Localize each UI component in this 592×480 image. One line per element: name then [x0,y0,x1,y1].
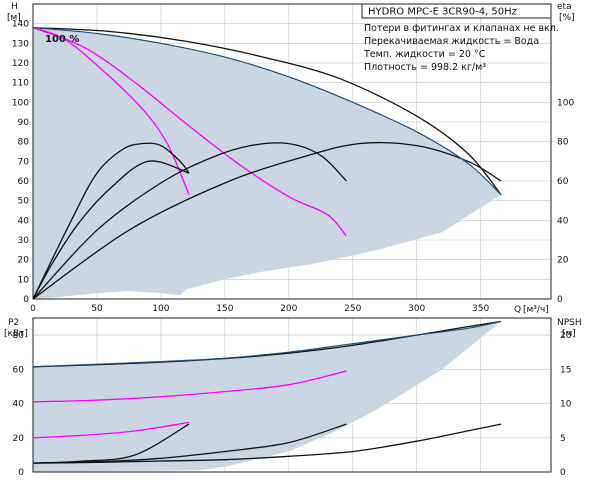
npsh-tick-label: 15 [560,365,571,375]
h-axis-label: H [11,2,18,12]
title-box [361,3,552,19]
note-line-3: Темп. жидкости = 20 °C [363,49,486,60]
h-tick-label: 80 [18,138,30,148]
top-magenta-curve [32,26,190,196]
p2-axis-label: P2 [8,318,19,328]
q-tick-label: 300 [408,304,425,314]
npsh-axis-unit: [м] [562,329,576,339]
q-tick-label: 100 [152,304,169,314]
h-tick-label: 30 [18,236,30,246]
h-tick-label: 20 [18,256,30,266]
q-axis-label: Q [514,305,521,315]
h-tick-label: 100 [12,98,29,108]
h-tick-label: 0 [23,295,29,305]
npsh-tick-label: 5 [560,434,566,444]
npsh-tick-label: 0 [560,468,566,478]
h-tick-label: 40 [18,216,30,226]
npsh-tick-label: 20 [560,331,572,341]
eta-axis-unit: [%] [559,13,575,23]
top-black-curve [32,141,502,300]
h-tick-label: 10 [18,275,30,285]
top-black-curve [32,26,502,196]
h-tick-label: 120 [12,59,29,69]
eta-tick-label: 0 [557,295,563,305]
eta-axis-label: eta [557,2,572,12]
q-axis-unit: [м³/ч] [523,305,549,315]
bottom-black-curve [32,423,190,464]
p2-tick-label: 80 [13,331,25,341]
eta-tick-label: 100 [557,98,574,108]
q-tick-label: 0 [30,304,36,314]
q-tick-label: 350 [472,304,489,314]
h-tick-label: 90 [18,118,30,128]
bottom-envelope-edge [32,320,502,368]
npsh-axis-label: NPSH [557,318,582,328]
top-envelope-area [33,27,502,299]
h-tick-label: 140 [12,20,29,30]
h-tick-label: 110 [12,79,29,89]
q-tick-label: 250 [344,304,361,314]
note-line-1: Потери в фитингах и клапанах не вкл. [364,23,559,34]
top-envelope-edge [32,27,502,196]
p2-tick-label: 0 [18,468,24,478]
eta-tick-label: 60 [557,177,569,187]
eta-tick-label: 20 [557,256,569,266]
bottom-curves [32,320,502,464]
bottom-envelope-area [33,321,502,472]
note-line-2: Перекачиваемая жидкость = Вода [364,36,539,47]
chart-title: HYDRO MPC-E 3CR90-4, 50Hz [368,7,517,18]
top-black-curve [32,160,190,300]
h-tick-label: 70 [18,157,30,167]
eta-tick-label: 80 [557,138,569,148]
q-tick-label: 50 [91,304,103,314]
h-tick-label: 60 [18,177,30,187]
eta-tick-label: 40 [557,216,569,226]
note-line-4: Плотность = 998.2 кг/м³ [364,62,486,73]
top-black-curve [32,142,190,300]
bottom-black-curve [32,423,347,464]
q-tick-label: 150 [216,304,233,314]
bottom-magenta-curve [32,421,190,439]
top-plot-frame [32,3,552,300]
npsh-tick-label: 10 [560,400,572,410]
bottom-black-curve [32,423,502,464]
bottom-magenta-curve [32,370,347,403]
h-tick-label: 50 [18,197,30,207]
p2-tick-label: 60 [13,365,25,375]
h-tick-label: 130 [12,39,29,49]
p2-tick-label: 20 [13,434,25,444]
p2-tick-label: 40 [13,400,25,410]
p2-axis-unit: [кВт] [4,329,28,339]
bottom-plot-frame [32,317,552,473]
top-curves [32,26,502,300]
top-magenta-curve [32,26,347,237]
speed-label: 100 % [45,34,79,45]
q-tick-label: 200 [280,304,297,314]
h-axis-unit: [м] [7,13,21,23]
